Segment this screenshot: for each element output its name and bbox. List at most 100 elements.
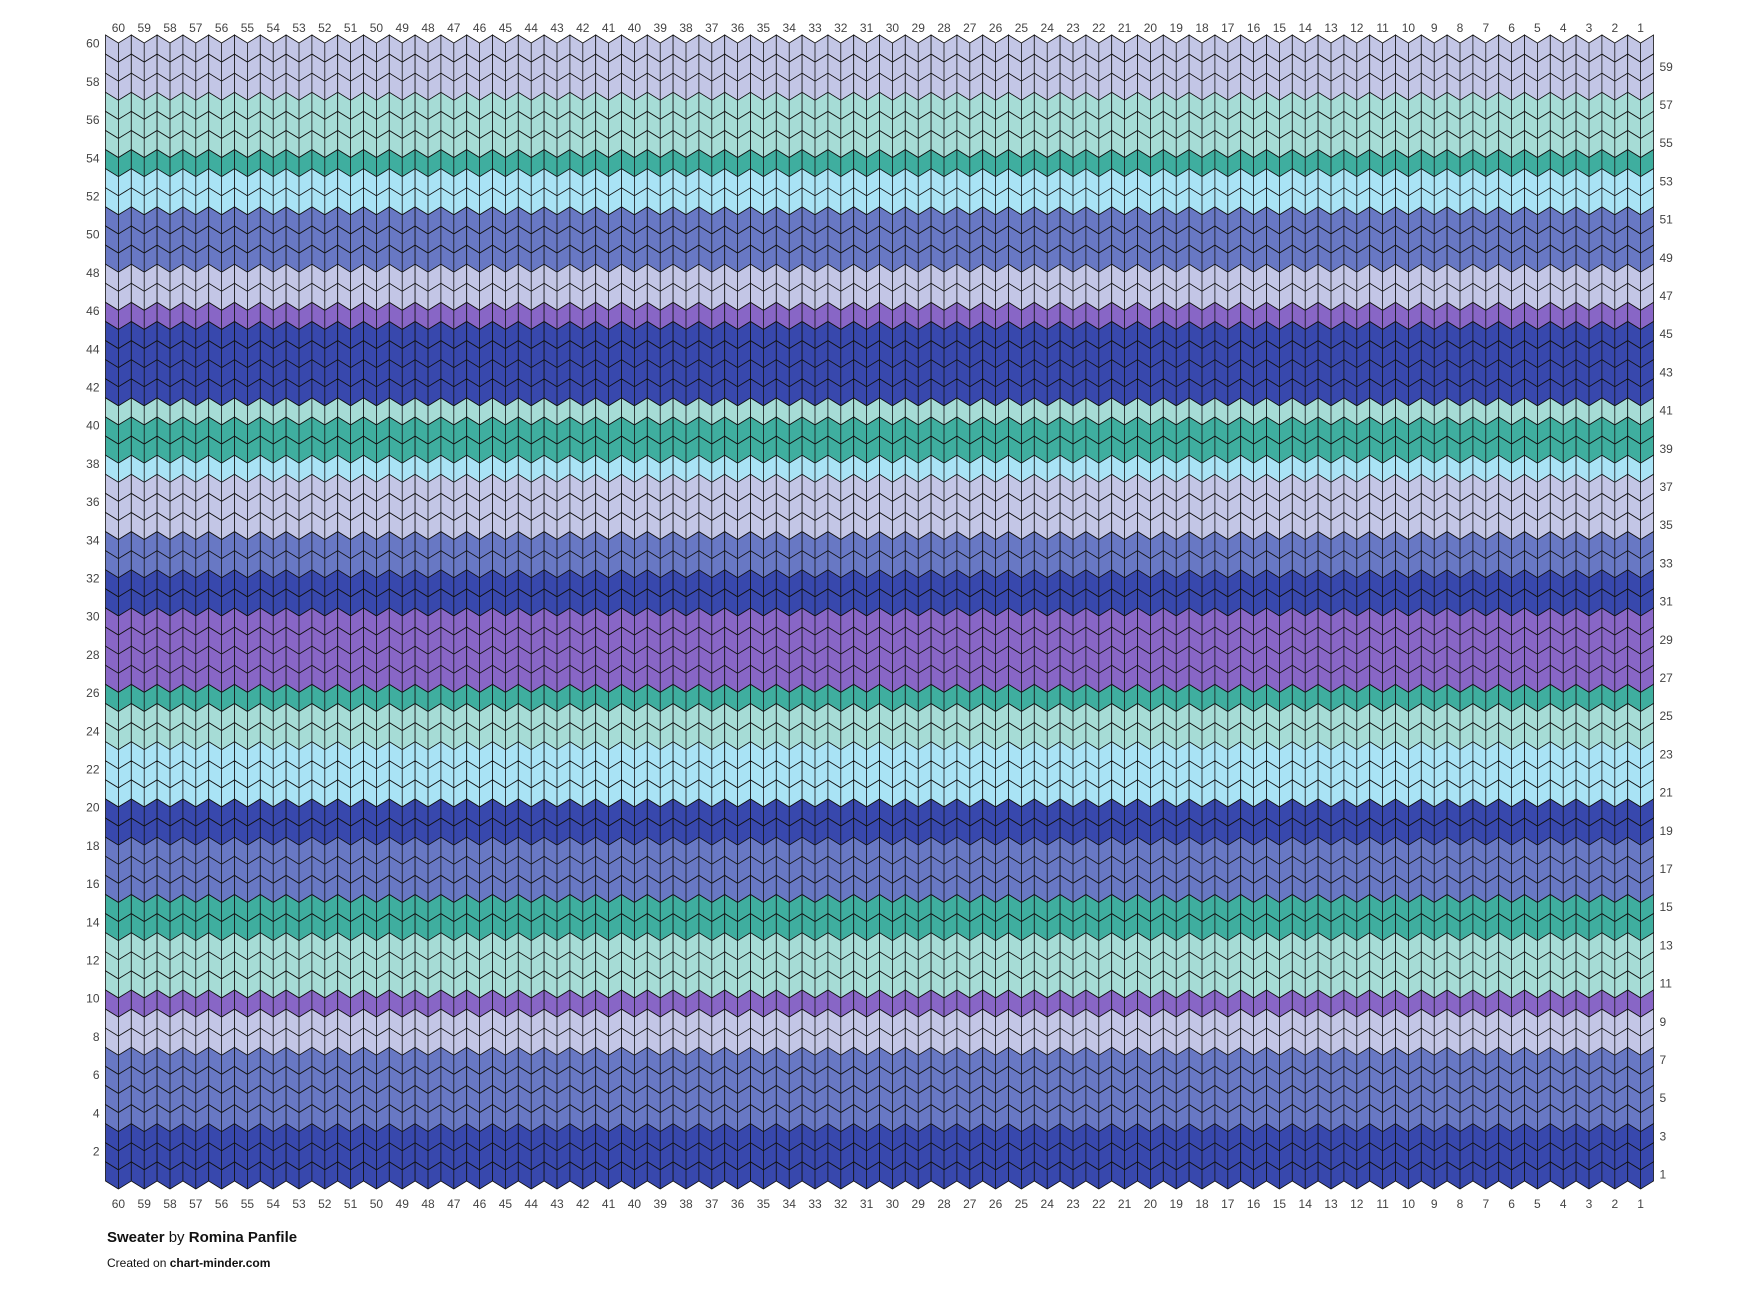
stitch: [1085, 588, 1113, 617]
row-label: 16: [86, 877, 100, 891]
column-label-top: 14: [1299, 21, 1313, 35]
row-label: 33: [1660, 556, 1674, 570]
stitch: [414, 626, 442, 655]
column-label-top: 21: [1118, 21, 1132, 35]
stitch: [543, 339, 571, 369]
column-label-top: 47: [447, 21, 461, 35]
column-label-top: 24: [1041, 21, 1055, 35]
stitch: [440, 569, 468, 598]
row-label: 47: [1660, 289, 1674, 303]
stitch: [414, 569, 442, 598]
stitch: [1524, 358, 1551, 388]
column-label-top: 12: [1350, 21, 1364, 35]
stitch: [1214, 301, 1242, 330]
column-label-top: 42: [576, 21, 590, 35]
stitch-row: [105, 645, 1654, 674]
column-label-bottom: 46: [473, 1197, 487, 1211]
stitch: [569, 129, 597, 159]
column-label-bottom: 41: [602, 1197, 616, 1211]
row-label: 53: [1660, 174, 1674, 188]
stitch-row: [105, 473, 1654, 502]
column-label-top: 56: [215, 21, 229, 35]
row-label: 37: [1660, 480, 1674, 494]
column-label-top: 41: [602, 21, 616, 35]
column-label-bottom: 2: [1611, 1197, 1618, 1211]
column-label-bottom: 10: [1402, 1197, 1416, 1211]
column-label-top: 38: [679, 21, 693, 35]
column-label-bottom: 53: [292, 1197, 306, 1211]
stitch: [1033, 91, 1061, 120]
title: Sweater: [107, 1229, 165, 1246]
column-label-bottom: 35: [757, 1197, 771, 1211]
stitch-row: [105, 492, 1654, 521]
column-label-top: 35: [757, 21, 771, 35]
row-label: 44: [86, 342, 100, 356]
row-label: 5: [1660, 1091, 1667, 1105]
column-label-bottom: 13: [1324, 1197, 1338, 1211]
column-label-bottom: 21: [1118, 1197, 1132, 1211]
column-label-bottom: 40: [628, 1197, 642, 1211]
stitch: [1369, 588, 1396, 617]
stitch: [1137, 187, 1164, 216]
stitch: [1008, 129, 1035, 159]
column-label-bottom: 8: [1457, 1197, 1464, 1211]
stitch: [337, 645, 364, 674]
row-label: 6: [93, 1068, 100, 1082]
column-label-bottom: 39: [654, 1197, 668, 1211]
stitch: [1008, 244, 1035, 273]
column-label-top: 32: [834, 21, 848, 35]
stitch: [801, 129, 829, 159]
knitting-chart: 6059585756555453525150494847464544434241…: [86, 21, 1674, 1211]
stitch: [311, 206, 339, 235]
row-label: 25: [1660, 709, 1674, 723]
stitch: [440, 206, 468, 235]
stitch-row: [105, 588, 1654, 617]
column-label-bottom: 23: [1066, 1197, 1080, 1211]
stitch: [1266, 282, 1293, 311]
column-label-top: 13: [1324, 21, 1338, 35]
stitch: [1266, 34, 1293, 63]
column-label-top: 20: [1144, 21, 1158, 35]
row-label: 27: [1660, 671, 1674, 685]
column-label-top: 37: [705, 21, 719, 35]
column-label-bottom: 27: [963, 1197, 977, 1211]
site[interactable]: chart-minder.com: [169, 1256, 271, 1270]
column-label-top: 39: [654, 21, 668, 35]
row-label: 60: [86, 37, 100, 51]
stitch-row: [105, 167, 1654, 197]
stitch: [337, 435, 364, 464]
stitch: [234, 34, 261, 63]
stitch: [930, 129, 958, 159]
row-label: 43: [1660, 365, 1674, 379]
stitch: [879, 358, 906, 388]
row-label: 26: [86, 686, 100, 700]
stitch: [1420, 339, 1448, 369]
row-label: 7: [1660, 1053, 1667, 1067]
row-label: 29: [1660, 633, 1674, 647]
row-label: 23: [1660, 747, 1674, 761]
column-label-top: 29: [912, 21, 926, 35]
stitch: [698, 378, 726, 407]
stitch-row: [105, 187, 1654, 216]
stitch-row: [105, 263, 1654, 292]
row-label: 4: [93, 1106, 100, 1120]
column-label-top: 45: [499, 21, 513, 35]
stitch: [285, 110, 313, 139]
column-label-bottom: 60: [112, 1197, 126, 1211]
column-label-bottom: 12: [1350, 1197, 1364, 1211]
stitch: [466, 187, 493, 216]
column-label-bottom: 26: [989, 1197, 1003, 1211]
stitch: [1472, 626, 1500, 655]
stitch: [363, 416, 390, 445]
column-label-bottom: 17: [1221, 1197, 1235, 1211]
column-label-top: 15: [1273, 21, 1287, 35]
stitch: [1472, 530, 1500, 560]
stitch-row: [105, 339, 1654, 369]
column-label-bottom: 25: [1015, 1197, 1029, 1211]
stitch: [1085, 244, 1113, 273]
row-label: 46: [86, 304, 100, 318]
row-label: 54: [86, 151, 100, 165]
row-label: 19: [1660, 824, 1674, 838]
column-label-top: 23: [1066, 21, 1080, 35]
column-label-top: 4: [1560, 21, 1567, 35]
